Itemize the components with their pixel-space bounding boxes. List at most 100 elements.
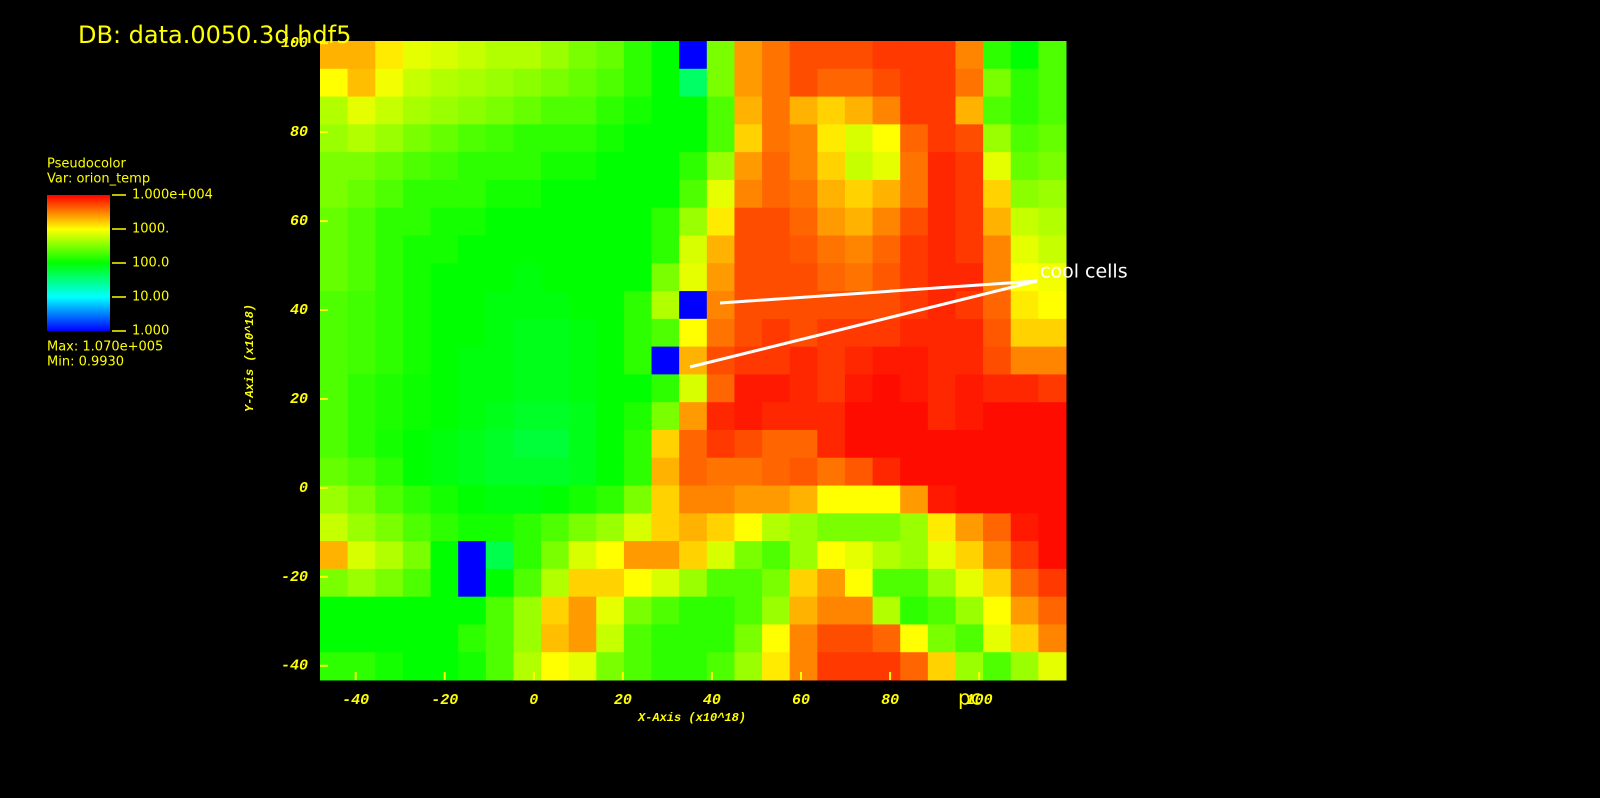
cell [955, 596, 984, 625]
cell [623, 568, 653, 598]
cell [844, 652, 874, 681]
cell [541, 402, 570, 431]
cell [706, 207, 735, 236]
cell [844, 263, 874, 292]
cell [1038, 652, 1067, 681]
cell [762, 207, 791, 236]
cell [679, 457, 708, 487]
cell [734, 568, 763, 598]
cell [927, 96, 956, 125]
cell [900, 513, 929, 542]
cell [485, 429, 514, 459]
cell [347, 652, 376, 681]
cell [320, 596, 349, 625]
cell [900, 124, 929, 153]
cell [568, 235, 597, 264]
cell [817, 374, 846, 403]
cell [402, 124, 432, 153]
cell [596, 41, 625, 70]
cell [927, 374, 956, 403]
cell [320, 291, 349, 320]
cell [430, 346, 459, 375]
cell [596, 207, 625, 236]
cell [872, 124, 901, 153]
cell [568, 318, 597, 348]
cell [430, 374, 459, 403]
cell [789, 624, 818, 653]
cell [789, 68, 818, 98]
cell [568, 457, 597, 487]
cell [430, 457, 459, 487]
cell [983, 513, 1012, 542]
legend-plot: Pseudocolor [47, 157, 126, 172]
cell [872, 541, 901, 570]
cell [458, 374, 487, 403]
cell [375, 41, 404, 70]
cell [872, 41, 901, 70]
cell [1010, 96, 1039, 125]
cell [927, 624, 956, 653]
cell [762, 596, 791, 625]
cell [789, 318, 818, 348]
cell [623, 513, 653, 542]
cell [844, 346, 874, 375]
cell [1038, 402, 1067, 431]
legend-min: Min: 0.9930 [47, 355, 124, 370]
cell [347, 374, 376, 403]
cell [734, 652, 763, 681]
cell [541, 96, 570, 125]
cell [679, 41, 708, 70]
y-tick-label: -40 [281, 658, 308, 675]
cell [706, 596, 735, 625]
cell [375, 124, 404, 153]
cell [762, 429, 791, 459]
cell [927, 235, 956, 264]
cell [596, 235, 625, 264]
y-axis-title: Y-Axis (x10^18) [243, 304, 257, 412]
cell [402, 568, 432, 598]
annotation-line [689, 279, 1038, 369]
cell [541, 513, 570, 542]
cell [844, 485, 874, 514]
cell [596, 652, 625, 681]
cell [541, 124, 570, 153]
cell [347, 513, 376, 542]
cell [541, 235, 570, 264]
cell [983, 235, 1012, 264]
cell [375, 207, 404, 236]
cell [872, 485, 901, 514]
cell [762, 485, 791, 514]
x-axis-title: X-Axis (x10^18) [637, 711, 746, 725]
cell [900, 485, 929, 514]
cell [347, 207, 376, 236]
cell [402, 235, 432, 264]
cell [485, 124, 514, 153]
cell [402, 402, 432, 431]
cell [513, 124, 542, 153]
cell [623, 235, 653, 264]
cell [734, 96, 763, 125]
cell [706, 263, 735, 292]
cell [320, 457, 349, 487]
cell [651, 235, 680, 264]
cell [541, 541, 570, 570]
cell [955, 374, 984, 403]
cell [568, 624, 597, 653]
cell [430, 263, 459, 292]
cell [762, 124, 791, 153]
cell [927, 402, 956, 431]
cell [541, 374, 570, 403]
cell [541, 291, 570, 320]
cell [789, 41, 818, 70]
cell [900, 596, 929, 625]
cell [679, 124, 708, 153]
cell [541, 263, 570, 292]
cell [1038, 263, 1067, 292]
cell [872, 596, 901, 625]
cell [927, 68, 956, 98]
cell [347, 402, 376, 431]
cell [347, 152, 376, 181]
cell [762, 96, 791, 125]
cell [458, 485, 487, 514]
cell [817, 485, 846, 514]
